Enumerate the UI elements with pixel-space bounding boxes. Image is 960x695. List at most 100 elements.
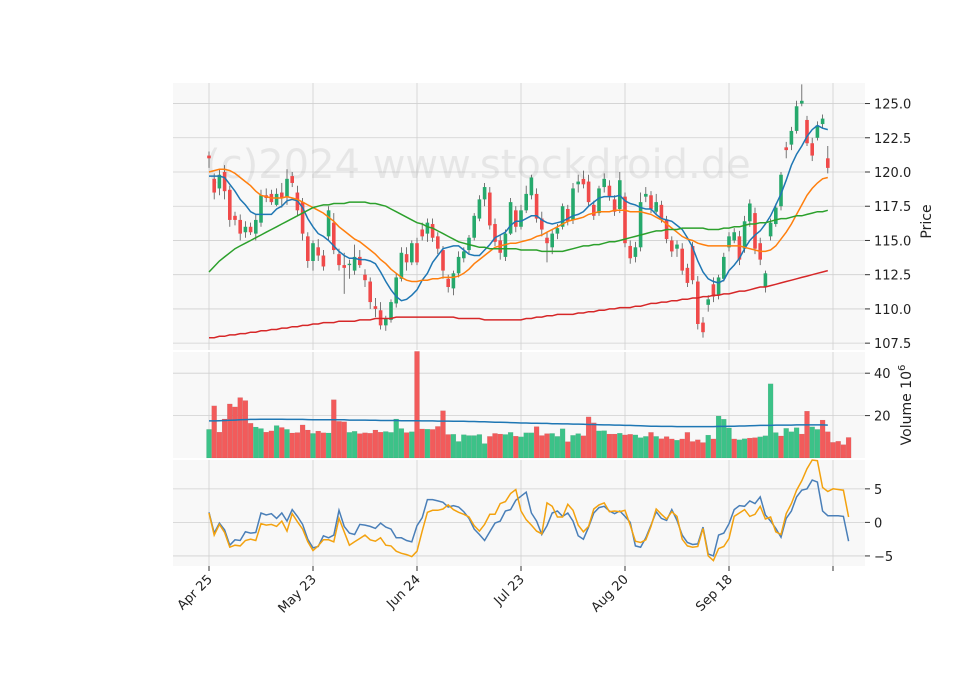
candle xyxy=(779,172,783,211)
candle-body xyxy=(701,322,705,333)
volume-bar xyxy=(419,428,425,459)
candle-body xyxy=(670,240,674,252)
candle-body xyxy=(826,158,830,168)
candle xyxy=(706,295,710,312)
candle-body xyxy=(228,189,232,220)
candle xyxy=(576,174,580,193)
volume-bar xyxy=(273,425,280,459)
volume-bar xyxy=(383,431,389,459)
candle-body xyxy=(259,195,263,223)
candle-body xyxy=(540,218,544,230)
candle xyxy=(571,182,575,225)
volume-bar xyxy=(299,424,306,459)
candle xyxy=(586,174,591,207)
y-tick-label: 5 xyxy=(874,483,882,498)
candle xyxy=(675,240,679,257)
candle-body xyxy=(347,263,352,266)
x-tick-label: Aug 20 xyxy=(589,572,632,615)
volume-bar xyxy=(487,436,493,459)
candle-body xyxy=(794,106,799,131)
candle xyxy=(493,218,497,246)
candle xyxy=(654,193,658,215)
candle-body xyxy=(446,278,450,288)
candle xyxy=(415,237,419,266)
candle-body xyxy=(789,130,794,145)
volume-bar xyxy=(674,440,680,459)
candle xyxy=(701,317,705,338)
y-tick-label: −5 xyxy=(874,550,893,565)
volume-bar xyxy=(357,433,363,459)
candle-body xyxy=(488,192,492,226)
candle-body xyxy=(420,229,424,237)
candle xyxy=(321,250,326,271)
volume-bar xyxy=(242,400,249,459)
candle xyxy=(342,252,346,294)
candle xyxy=(727,232,731,252)
volume-bar xyxy=(814,429,821,459)
volume-bar xyxy=(320,432,327,459)
volume-bar xyxy=(669,438,675,459)
volume-bar xyxy=(336,421,342,459)
volume-bar xyxy=(793,427,800,459)
candle-body xyxy=(456,256,461,274)
candle-body xyxy=(805,119,809,144)
volume-bar xyxy=(778,435,784,459)
candle xyxy=(238,214,242,241)
volume-bar xyxy=(591,422,597,459)
candle xyxy=(280,182,284,208)
candle xyxy=(425,218,430,242)
candle xyxy=(316,239,320,261)
candle xyxy=(306,232,310,268)
candle-body xyxy=(800,100,804,104)
candle xyxy=(612,195,617,216)
candle xyxy=(550,229,554,255)
candle-body xyxy=(638,202,643,248)
volume-bar xyxy=(632,434,639,459)
candle-body xyxy=(810,143,814,156)
volume-bar xyxy=(315,430,321,459)
volume-bar xyxy=(341,421,347,459)
volume-exponent: 6 xyxy=(897,365,908,371)
volume-bar xyxy=(580,435,587,459)
volume-bar xyxy=(736,439,743,459)
volume-bar xyxy=(206,429,212,459)
volume-bar xyxy=(663,436,670,459)
volume-bar xyxy=(445,434,451,459)
volume-bar xyxy=(617,433,623,459)
y-tick-label: 20 xyxy=(874,410,891,425)
candle-body xyxy=(768,222,773,237)
candle-body xyxy=(555,228,560,234)
volume-bar xyxy=(253,426,259,459)
candle-body xyxy=(425,222,430,234)
volume-bar xyxy=(528,432,535,459)
volume-bar xyxy=(762,435,769,459)
volume-bar xyxy=(268,430,275,459)
volume-bar xyxy=(596,430,602,459)
volume-bar xyxy=(601,430,607,459)
candle-body xyxy=(742,221,747,249)
volume-bar xyxy=(403,432,410,459)
y-tick-label: 40 xyxy=(874,367,891,382)
volume-bar xyxy=(414,351,420,459)
volume-bar xyxy=(809,426,815,459)
volume-bar xyxy=(492,433,498,459)
candle-body xyxy=(586,181,591,203)
candle xyxy=(680,243,684,275)
candle-body xyxy=(732,232,736,241)
candle xyxy=(768,218,773,241)
volume-bar xyxy=(211,405,217,459)
candle xyxy=(300,198,305,241)
candle-body xyxy=(753,213,757,249)
candle xyxy=(763,270,768,293)
volume-bar xyxy=(819,419,826,459)
candle-body xyxy=(654,202,658,212)
candle-body xyxy=(550,233,554,248)
candle-body xyxy=(373,306,378,309)
candle-body xyxy=(300,202,305,234)
candle xyxy=(285,169,289,205)
candle-body xyxy=(368,281,372,303)
volume-bar xyxy=(481,443,488,459)
volume-bar xyxy=(461,434,467,459)
volume-bar xyxy=(455,441,462,459)
volume-bar xyxy=(476,434,483,459)
